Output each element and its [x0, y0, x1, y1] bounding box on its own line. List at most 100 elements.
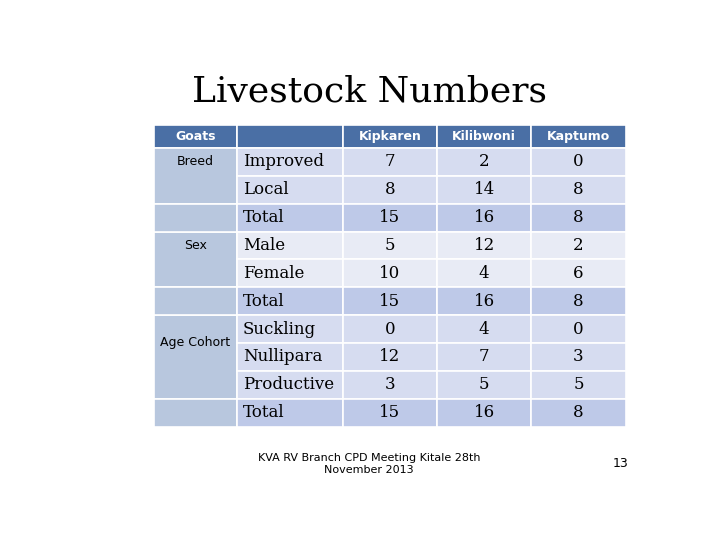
Bar: [531, 232, 626, 259]
Text: 8: 8: [573, 209, 584, 226]
Text: 4: 4: [479, 321, 490, 338]
Text: 13: 13: [613, 457, 629, 470]
Text: 7: 7: [384, 153, 395, 171]
Bar: [237, 343, 343, 371]
Bar: [531, 204, 626, 232]
Bar: [237, 148, 343, 176]
Text: 12: 12: [474, 237, 495, 254]
Text: 16: 16: [474, 404, 495, 421]
Text: 12: 12: [379, 348, 400, 366]
Bar: [531, 343, 626, 371]
Bar: [531, 371, 626, 399]
Text: 0: 0: [573, 153, 584, 171]
Bar: [237, 287, 343, 315]
Text: 16: 16: [474, 209, 495, 226]
Bar: [343, 399, 437, 427]
Bar: [437, 259, 531, 287]
Bar: [154, 148, 237, 204]
Bar: [437, 125, 531, 148]
Bar: [343, 176, 437, 204]
Text: 15: 15: [379, 404, 400, 421]
Bar: [154, 125, 237, 148]
Bar: [437, 343, 531, 371]
Bar: [154, 204, 237, 232]
Text: 3: 3: [384, 376, 395, 393]
Text: 5: 5: [573, 376, 584, 393]
Bar: [531, 287, 626, 315]
Text: 5: 5: [479, 376, 490, 393]
Text: Total: Total: [243, 209, 284, 226]
Bar: [531, 125, 626, 148]
Bar: [343, 287, 437, 315]
Bar: [437, 287, 531, 315]
Bar: [237, 125, 343, 148]
Text: 15: 15: [379, 293, 400, 309]
Bar: [343, 148, 437, 176]
Bar: [531, 176, 626, 204]
Text: Goats: Goats: [175, 130, 216, 143]
Bar: [343, 371, 437, 399]
Text: 5: 5: [384, 237, 395, 254]
Text: Nullipara: Nullipara: [243, 348, 323, 366]
Bar: [237, 232, 343, 259]
Text: Suckling: Suckling: [243, 321, 316, 338]
Text: 2: 2: [479, 153, 490, 171]
Text: Local: Local: [243, 181, 289, 198]
Bar: [237, 315, 343, 343]
Text: 0: 0: [384, 321, 395, 338]
Bar: [154, 232, 237, 287]
Bar: [437, 315, 531, 343]
Bar: [154, 315, 237, 399]
Bar: [531, 259, 626, 287]
Text: Improved: Improved: [243, 153, 324, 171]
Bar: [531, 315, 626, 343]
Text: Total: Total: [243, 404, 284, 421]
Text: Age Cohort: Age Cohort: [161, 336, 230, 349]
Text: 8: 8: [573, 404, 584, 421]
Text: 8: 8: [573, 181, 584, 198]
Text: Kipkaren: Kipkaren: [359, 130, 421, 143]
Text: KVA RV Branch CPD Meeting Kitale 28th
November 2013: KVA RV Branch CPD Meeting Kitale 28th No…: [258, 453, 480, 475]
Bar: [154, 287, 237, 315]
Bar: [531, 148, 626, 176]
Text: Livestock Numbers: Livestock Numbers: [192, 75, 546, 109]
Bar: [237, 259, 343, 287]
Bar: [237, 399, 343, 427]
Text: Total: Total: [243, 293, 284, 309]
Bar: [343, 343, 437, 371]
Text: Sex: Sex: [184, 239, 207, 252]
Bar: [437, 371, 531, 399]
Text: Male: Male: [243, 237, 285, 254]
Bar: [437, 148, 531, 176]
Text: 6: 6: [573, 265, 584, 282]
Text: 14: 14: [474, 181, 495, 198]
Bar: [237, 204, 343, 232]
Text: 10: 10: [379, 265, 400, 282]
Text: 3: 3: [573, 348, 584, 366]
Text: 0: 0: [573, 321, 584, 338]
Text: Breed: Breed: [177, 156, 214, 168]
Bar: [437, 204, 531, 232]
Text: 4: 4: [479, 265, 490, 282]
Bar: [343, 125, 437, 148]
Text: Kaptumo: Kaptumo: [547, 130, 610, 143]
Text: 15: 15: [379, 209, 400, 226]
Bar: [343, 204, 437, 232]
Text: 8: 8: [384, 181, 395, 198]
Text: Productive: Productive: [243, 376, 334, 393]
Bar: [343, 315, 437, 343]
Bar: [437, 176, 531, 204]
Bar: [237, 371, 343, 399]
Bar: [531, 399, 626, 427]
Bar: [154, 399, 237, 427]
Bar: [437, 399, 531, 427]
Text: 2: 2: [573, 237, 584, 254]
Bar: [343, 232, 437, 259]
Bar: [237, 176, 343, 204]
Bar: [437, 232, 531, 259]
Text: 8: 8: [573, 293, 584, 309]
Text: 7: 7: [479, 348, 490, 366]
Bar: [343, 259, 437, 287]
Text: Kilibwoni: Kilibwoni: [452, 130, 516, 143]
Text: 16: 16: [474, 293, 495, 309]
